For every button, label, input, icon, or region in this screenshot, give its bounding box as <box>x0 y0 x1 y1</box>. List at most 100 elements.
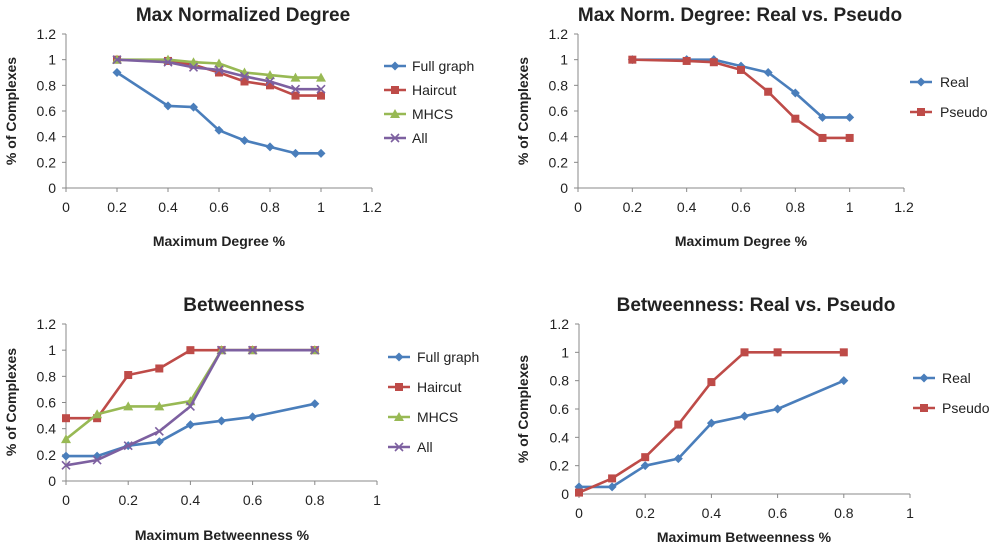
legend-item-haircut: Haircut <box>388 379 461 395</box>
data-point-haircut <box>266 81 274 90</box>
x-tick-label: 0.6 <box>209 199 229 215</box>
data-point-all <box>248 345 258 355</box>
data-point-pseudo <box>709 58 718 67</box>
data-point-real <box>845 112 855 122</box>
data-point-full-graph <box>163 101 173 111</box>
y-tick-label: 0.2 <box>37 447 57 463</box>
data-point-real <box>790 88 800 98</box>
chart-betweenness: Betweenness 0 0.2 0.4 0.6 0.8 1 1.2 0 0.2 0.4 0.6 0.… <box>3 295 479 543</box>
data-point-mhcs <box>154 401 165 411</box>
y-tick-label: 0.4 <box>549 129 569 145</box>
legend-label: All <box>412 130 428 146</box>
x-tick-label: 0.6 <box>731 199 751 215</box>
data-point-all <box>112 55 122 65</box>
series-real <box>574 376 849 492</box>
series-mhcs <box>112 54 326 82</box>
series-line-all <box>65 348 315 467</box>
x-tick-label: 0.4 <box>181 492 201 508</box>
x-tick-label: 1 <box>317 199 325 215</box>
legend-item-full-graph: Full graph <box>388 349 479 365</box>
legend-swatch-marker <box>391 86 399 94</box>
data-point-full-graph <box>189 102 198 112</box>
data-point-haircut <box>215 68 223 77</box>
data-point-all <box>216 345 227 355</box>
data-point-pseudo <box>641 453 650 462</box>
data-point-full-graph <box>248 412 258 422</box>
legend-swatch-marker <box>920 404 928 412</box>
legend-swatch-marker <box>394 442 404 452</box>
legend-item-mhcs: MHCS <box>388 409 458 425</box>
data-point-real <box>706 418 716 428</box>
data-point-pseudo <box>707 378 716 387</box>
data-point-pseudo <box>575 488 583 497</box>
data-point-full-graph <box>316 148 326 158</box>
data-point-full-graph <box>240 136 249 146</box>
data-point-full-graph <box>291 148 300 158</box>
data-point-pseudo <box>608 474 617 483</box>
series-all <box>61 345 320 470</box>
data-point-mhcs <box>316 72 326 82</box>
series-pseudo <box>575 348 848 497</box>
data-point-full-graph <box>185 420 195 430</box>
x-tick-label: 0.4 <box>677 199 697 215</box>
x-tick-label: 1 <box>373 492 381 508</box>
legend-swatch-marker <box>390 133 400 143</box>
chart-betweenness-real-vs-pseudo: Betweenness: Real vs. Pseudo 0 0.2 0.4 0.6 0.… <box>515 295 990 545</box>
y-tick-label: 0.8 <box>37 368 57 384</box>
data-point-full-graph <box>154 437 164 447</box>
data-point-pseudo <box>674 420 683 429</box>
series-line-full-graph <box>116 71 321 155</box>
legend-label: MHCS <box>412 106 453 122</box>
y-tick-label: 0.4 <box>37 421 57 437</box>
data-point-all <box>310 345 320 355</box>
x-tick-label: 1 <box>906 505 914 521</box>
y-tick-label: 0 <box>560 180 568 196</box>
legend-swatch-marker <box>919 373 929 383</box>
x-axis-label: Maximum Betweenness % <box>657 529 832 545</box>
series-full-graph <box>112 68 326 158</box>
data-point-pseudo <box>791 114 800 123</box>
legend-label: Pseudo <box>942 400 990 416</box>
data-point-full-graph <box>217 416 226 426</box>
data-point-all <box>92 455 102 465</box>
x-tick-label: 0 <box>62 199 70 215</box>
x-tick-label: 0.8 <box>786 199 806 215</box>
x-tick-label: 0.8 <box>305 492 325 508</box>
legend-swatch-marker <box>394 412 404 421</box>
x-axis-label: Maximum Betweenness % <box>135 527 310 543</box>
series-line-haircut <box>116 58 321 97</box>
legend-label: Real <box>942 370 971 386</box>
data-point-all <box>316 84 326 94</box>
data-point-real <box>818 112 827 122</box>
chart-title: Max Norm. Degree: Real vs. Pseudo <box>578 5 902 26</box>
legend-label: MHCS <box>417 409 458 425</box>
chart-title: Max Normalized Degree <box>136 5 350 26</box>
data-point-full-graph <box>112 68 122 77</box>
y-tick-label: 0.2 <box>550 458 570 474</box>
legend-swatch-marker <box>394 352 404 362</box>
data-point-mhcs <box>61 434 71 444</box>
data-point-pseudo <box>773 348 782 357</box>
data-point-mhcs <box>92 409 103 419</box>
data-point-all <box>239 71 250 81</box>
data-point-mhcs <box>214 58 224 68</box>
x-tick-label: 1.2 <box>894 199 914 215</box>
chart-max-normalized-degree: Max Normalized Degree 0 0.2 0.4 0.6 0.8 1 1.2 0 0… <box>3 5 474 249</box>
legend-label: All <box>417 439 433 455</box>
legend-item-pseudo: Pseudo <box>913 400 990 416</box>
data-point-pseudo <box>682 56 691 65</box>
legend-swatch-marker <box>917 108 925 116</box>
data-point-pseudo <box>845 133 854 142</box>
y-tick-label: 1.2 <box>549 26 569 42</box>
data-point-all <box>163 57 173 67</box>
y-tick-label: 0.8 <box>549 77 569 93</box>
data-point-full-graph <box>265 142 275 152</box>
y-tick-label: 1.2 <box>37 26 57 42</box>
y-tick-label: 1 <box>48 52 56 68</box>
legend-item-real: Real <box>913 370 971 386</box>
data-point-haircut <box>291 91 300 100</box>
legend-item-haircut: Haircut <box>384 82 456 98</box>
data-point-all <box>290 84 301 94</box>
y-tick-label: 1.2 <box>550 316 570 332</box>
chart-max-norm-degree-real-vs-pseudo: Max Norm. Degree: Real vs. Pseudo 0 0.2 0.4… <box>515 5 988 249</box>
